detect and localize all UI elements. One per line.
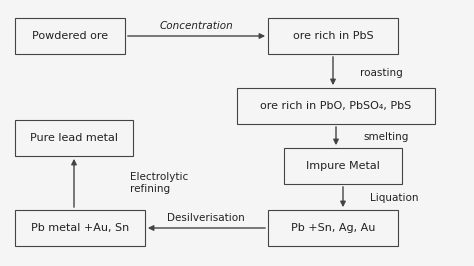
Text: Concentration: Concentration bbox=[159, 21, 233, 31]
Text: Pb +Sn, Ag, Au: Pb +Sn, Ag, Au bbox=[291, 223, 375, 233]
Text: Powdered ore: Powdered ore bbox=[32, 31, 108, 41]
Bar bbox=[15, 210, 145, 246]
Bar bbox=[237, 88, 435, 124]
Bar bbox=[15, 120, 133, 156]
Text: Pb metal +Au, Sn: Pb metal +Au, Sn bbox=[31, 223, 129, 233]
Text: roasting: roasting bbox=[360, 68, 403, 78]
Text: Pure lead metal: Pure lead metal bbox=[30, 133, 118, 143]
Text: ore rich in PbO, PbSO₄, PbS: ore rich in PbO, PbSO₄, PbS bbox=[260, 101, 411, 111]
Text: Liquation: Liquation bbox=[370, 193, 419, 203]
Text: ore rich in PbS: ore rich in PbS bbox=[292, 31, 374, 41]
Text: Impure Metal: Impure Metal bbox=[306, 161, 380, 171]
Text: Electrolytic
refining: Electrolytic refining bbox=[130, 172, 188, 194]
Bar bbox=[268, 18, 398, 54]
Bar bbox=[268, 210, 398, 246]
Bar bbox=[15, 18, 125, 54]
Text: smelting: smelting bbox=[363, 132, 409, 142]
Bar bbox=[284, 148, 402, 184]
Text: Desilverisation: Desilverisation bbox=[167, 213, 245, 223]
